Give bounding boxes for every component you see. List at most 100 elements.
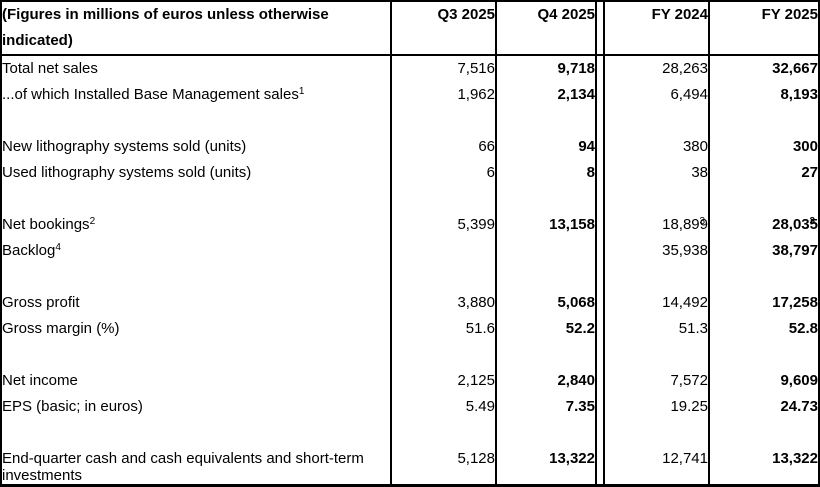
spacer-row (2, 420, 818, 446)
fy2024-value: 18,899 3 (605, 212, 708, 238)
header-q3-2025: Q3 2025 (390, 2, 495, 56)
fy2024-value: 380 (682, 138, 708, 155)
column-divider (595, 420, 605, 446)
fy2024-value: 38 (691, 164, 708, 181)
row-label-text: Used lithography systems sold (units) (2, 164, 252, 181)
row-label: Gross profit (2, 290, 390, 316)
q4-value (495, 238, 595, 264)
footnote-marker: 3 (809, 216, 815, 227)
column-divider (595, 342, 605, 368)
spacer-row (2, 342, 818, 368)
column-divider (595, 160, 605, 186)
row-label-text: Gross profit (2, 294, 80, 311)
q3-value: 1,962 (390, 82, 495, 108)
fy2025-value: 28,035 3 (708, 212, 818, 238)
q3-value: 66 (390, 134, 495, 160)
column-divider (595, 186, 605, 212)
q3-value: 5,399 (390, 212, 495, 238)
row-label: Gross margin (%) (2, 316, 390, 342)
header-q4-2025: Q4 2025 (495, 2, 595, 56)
fy2025-value: 52.8 (708, 316, 818, 342)
row-label: Backlog4 (2, 238, 390, 264)
column-divider (595, 134, 605, 160)
table-row-gross-margin: Gross margin (%) 51.6 52.2 51.3 52.8 (2, 316, 818, 342)
row-label-text: Net bookings (2, 216, 90, 233)
row-label-text: EPS (basic; in euros) (2, 398, 143, 415)
fy2024-value: 51.3 (678, 320, 708, 337)
column-divider (595, 264, 605, 290)
column-divider (595, 82, 605, 108)
fy2025-value: 17,258 (708, 290, 818, 316)
header-fy-2024: FY 2024 (605, 2, 708, 56)
q4-value: 5,068 (495, 290, 595, 316)
row-label: ...of which Installed Base Management sa… (2, 82, 390, 108)
spacer-row (2, 186, 818, 212)
row-label-text: Backlog (2, 242, 56, 259)
table-row-net-bookings: Net bookings2 5,399 13,158 18,899 3 28,03… (2, 212, 818, 238)
table-row-gross-profit: Gross profit 3,880 5,068 14,492 17,258 (2, 290, 818, 316)
column-divider (595, 56, 605, 82)
row-label: Total net sales (2, 56, 390, 82)
footnote-marker: 3 (699, 216, 705, 227)
table-row-eps: EPS (basic; in euros) 5.49 7.35 19.25 24… (2, 394, 818, 420)
column-divider (595, 238, 605, 264)
column-divider (595, 446, 605, 484)
q3-value: 7,516 (390, 56, 495, 82)
q3-value: 2,125 (390, 368, 495, 394)
fy2024-value: 6,494 (670, 86, 708, 103)
q3-value: 51.6 (390, 316, 495, 342)
q4-value: 13,158 (495, 212, 595, 238)
q4-value: 2,134 (495, 82, 595, 108)
row-label-text: ...of which Installed Base Management sa… (2, 86, 299, 103)
spacer-row (2, 108, 818, 134)
row-label: EPS (basic; in euros) (2, 394, 390, 420)
fy2025-value: 8,193 (708, 82, 818, 108)
column-divider (595, 394, 605, 420)
fy2024-value: 12,741 (662, 450, 708, 467)
fy2024-value: 35,938 (662, 242, 708, 259)
row-label: End-quarter cash and cash equivalents an… (2, 446, 390, 484)
fy2024-value: 14,492 (662, 294, 708, 311)
q3-value: 5,128 (390, 446, 495, 484)
column-divider (595, 212, 605, 238)
fy2025-value: 27 (708, 160, 818, 186)
fy2025-value: 300 (708, 134, 818, 160)
table-row-used-systems-sold: Used lithography systems sold (units) 6 … (2, 160, 818, 186)
table-row-backlog: Backlog4 35,938 38,797 (2, 238, 818, 264)
q3-value: 3,880 (390, 290, 495, 316)
fy2025-value-text: 28,035 (772, 216, 818, 233)
fy2024-value: 28,263 (662, 60, 708, 77)
footnote-marker: 2 (89, 216, 96, 227)
row-label: Used lithography systems sold (units) (2, 160, 390, 186)
footnote-marker: 1 (298, 86, 305, 97)
row-label-text: Net income (2, 372, 78, 389)
table-row-installed-base-sales: ...of which Installed Base Management sa… (2, 82, 818, 108)
table-row-end-quarter-cash: End-quarter cash and cash equivalents an… (2, 446, 818, 484)
spacer-row (2, 264, 818, 290)
row-label-text: Gross margin (%) (2, 320, 120, 337)
q4-value: 2,840 (495, 368, 595, 394)
row-label-text: New lithography systems sold (units) (2, 138, 247, 155)
row-label: Net bookings2 (2, 212, 390, 238)
fy2025-value: 32,667 (708, 56, 818, 82)
q4-value: 9,718 (495, 56, 595, 82)
q4-value: 13,322 (495, 446, 595, 484)
fy2025-value: 9,609 (708, 368, 818, 394)
row-label-text: Total net sales (2, 60, 98, 77)
row-label: New lithography systems sold (units) (2, 134, 390, 160)
q4-value: 8 (495, 160, 595, 186)
fy2024-value-text: 18,899 (662, 216, 708, 233)
q3-value (390, 238, 495, 264)
header-figures-note: (Figures in millions of euros unless oth… (2, 2, 390, 56)
column-divider (595, 290, 605, 316)
column-divider (595, 368, 605, 394)
q4-value: 94 (495, 134, 595, 160)
q4-value: 7.35 (495, 394, 595, 420)
table-row-net-income: Net income 2,125 2,840 7,572 9,609 (2, 368, 818, 394)
column-divider (595, 2, 605, 56)
q3-value: 5.49 (390, 394, 495, 420)
footnote-marker: 4 (55, 242, 61, 253)
q4-value: 52.2 (495, 316, 595, 342)
table-row-new-systems-sold: New lithography systems sold (units) 66 … (2, 134, 818, 160)
